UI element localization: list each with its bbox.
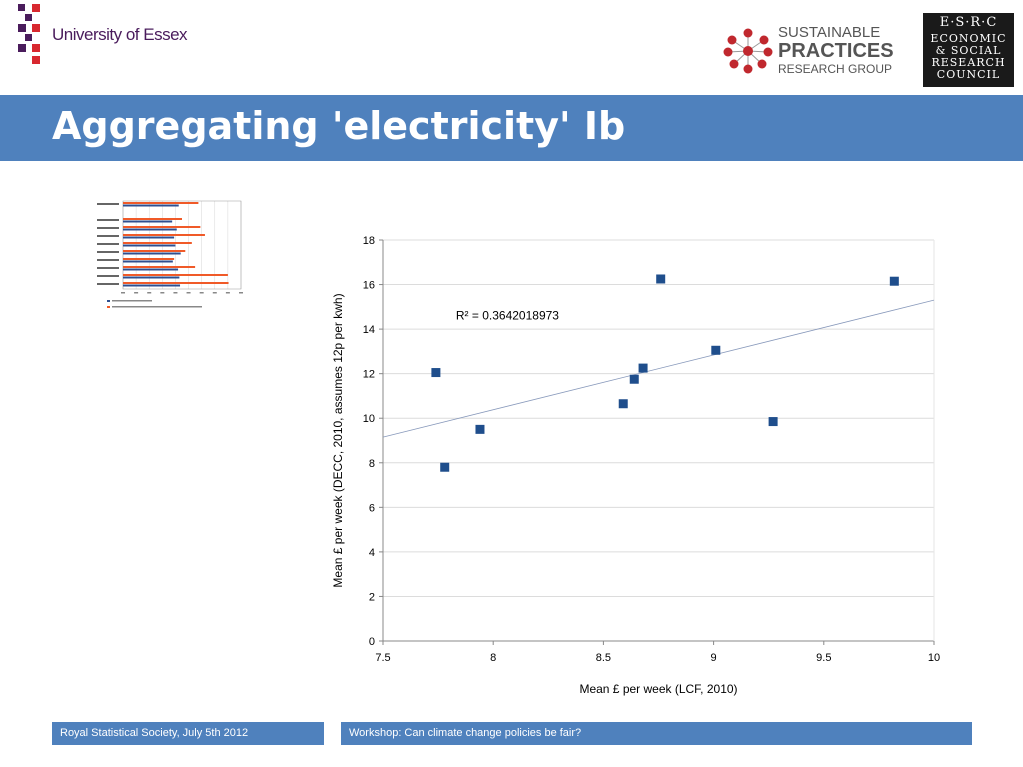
thumb-bar-a [123,284,181,287]
data-point [656,274,666,284]
footer-left: Royal Statistical Society, July 5th 2012 [52,722,324,745]
data-point [768,417,778,427]
data-point [638,363,648,373]
thumb-bar-b [123,258,175,260]
thumb-bar-a [123,236,175,239]
x-tick-label: 9.5 [816,652,831,664]
footer-left-text: Royal Statistical Society, July 5th 2012 [60,727,249,739]
thumb-bar-b [123,250,186,252]
data-point [711,345,721,355]
thumb-tick-label [212,292,217,294]
y-tick-label: 10 [363,413,375,425]
thumb-tick-label [147,292,152,294]
data-point [440,462,450,472]
data-point [431,368,441,378]
thumb-bar-b [123,226,201,228]
thumb-row-label [97,235,119,237]
thumb-bar-a [123,276,180,279]
thumb-row-label [97,227,119,229]
slide-title: Aggregating 'electricity' Ib [52,104,626,148]
esrc-line-2: ECONOMIC [930,32,1007,45]
footer-right: Workshop: Can climate change policies be… [341,722,972,745]
esrc-line-3: & SOCIAL [935,44,1002,57]
thumb-row-label [97,243,119,245]
trendline [382,299,935,438]
university-name: University of Essex [52,25,188,44]
thumb-bar-a [123,244,176,247]
thumb-bar-a [123,268,179,271]
university-of-essex-logo [18,4,218,66]
thumb-row-label [97,251,119,253]
y-tick-label: 8 [369,458,375,470]
thumb-bar-b [123,242,192,244]
thumb-bar-a [123,252,181,255]
thumb-row-label [97,267,119,269]
x-tick-label: 8.5 [596,652,611,664]
thumb-legend-label-b [112,306,202,308]
data-point [475,424,485,434]
thumb-row-label [97,283,119,285]
thumb-tick-label [225,292,230,294]
x-axis-label: Mean £ per week (LCF, 2010) [579,682,737,696]
sprg-line-2: PRACTICES [778,40,894,62]
data-point [618,399,628,409]
thumb-bar-a [123,260,173,263]
y-tick-label: 0 [369,636,375,648]
y-tick-label: 2 [369,591,375,603]
data-point [889,276,899,286]
y-tick-label: 6 [369,502,375,514]
thumb-bar-a [123,220,173,223]
footer-right-text: Workshop: Can climate change policies be… [349,727,582,739]
thumb-bar-b [123,218,182,220]
esrc-line-1: E·S·R·C [939,15,998,30]
sprg-network-icon [723,28,773,74]
y-tick-label: 12 [363,369,375,381]
thumb-bar-b [123,266,196,268]
thumb-bar-b [123,234,205,236]
thumb-legend-label-a [112,300,152,302]
thumbnail-bar-chart [97,200,243,308]
esrc-logo: E·S·R·C ECONOMIC & SOCIAL RESEARCH COUNC… [923,13,1014,87]
essex-logo-mark-icon [18,4,40,64]
thumb-tick-label [134,292,139,294]
y-axis-label: Mean £ per week (DECC, 2010, assumes 12p… [331,293,345,587]
thumb-tick-label [186,292,191,294]
title-bar [0,95,1023,161]
x-tick-label: 10 [928,652,940,664]
scatter-chart: 0 2 4 6 8 10 12 14 16 18 7.5 8 8.5 9 9.5 10 R² = 0.36420… [331,235,940,696]
thumb-bar-a [123,204,179,207]
thumb-bar-b [123,202,199,204]
thumb-row-label [97,275,119,277]
sprg-line-1: SUSTAINABLE [778,24,881,41]
x-tick-label: 7.5 [375,652,390,664]
thumb-row-label [97,259,119,261]
thumb-legend-swatch-b [107,306,110,308]
x-tick-label: 8 [490,652,496,664]
thumb-tick-label [199,292,204,294]
thumb-bar-b [123,282,229,284]
data-point [629,374,639,384]
y-tick-label: 18 [363,235,375,247]
thumb-row-label [97,203,119,205]
thumb-bar-b [123,274,228,276]
sprg-line-3: RESEARCH GROUP [778,62,893,76]
thumb-legend-swatch-a [107,300,110,302]
thumb-tick-label [173,292,178,294]
x-tick-label: 9 [711,652,717,664]
esrc-line-4: RESEARCH [931,56,1006,69]
y-tick-label: 4 [369,547,375,559]
thumb-tick-label [160,292,165,294]
y-tick-label: 16 [363,280,375,292]
esrc-line-5: COUNCIL [936,68,1001,81]
thumb-row-label [97,219,119,221]
thumb-tick-label [121,292,125,294]
thumb-bar-a [123,228,177,231]
y-tick-label: 14 [363,324,375,336]
r-squared-annotation: R² = 0.3642018973 [456,309,559,323]
thumb-tick-label [239,292,243,294]
